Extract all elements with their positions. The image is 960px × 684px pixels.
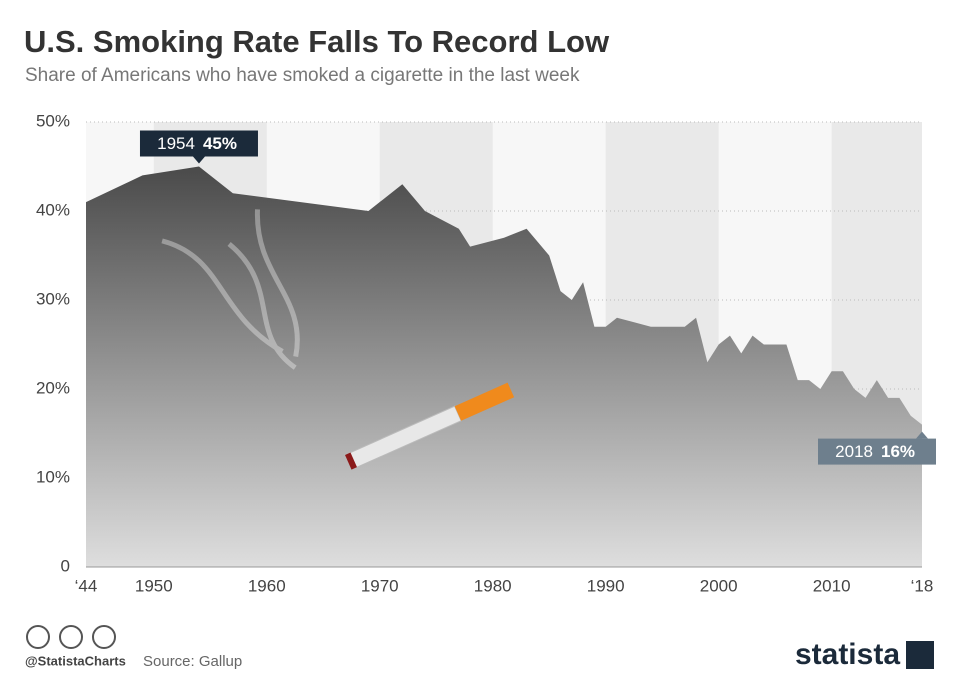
x-tick-label: ‘18 <box>911 576 934 595</box>
credit: @StatistaCharts <box>25 653 126 668</box>
chart-title: U.S. Smoking Rate Falls To Record Low <box>24 24 610 59</box>
x-tick-label: 1980 <box>474 576 512 595</box>
brand-logo <box>906 641 934 669</box>
annotation-label: 1954 <box>157 134 195 153</box>
annotation-box <box>139 130 258 157</box>
x-tick-label: 1970 <box>361 576 399 595</box>
x-tick-label: 1960 <box>248 576 286 595</box>
annotation-pointer <box>916 431 928 439</box>
chart-subtitle: Share of Americans who have smoked a cig… <box>25 65 580 86</box>
y-tick-label: 50% <box>36 111 70 130</box>
y-tick-label: 30% <box>36 289 70 308</box>
y-tick-label: 0 <box>61 556 70 575</box>
cigarette-illustration <box>161 209 515 471</box>
annotation-value: 45% <box>203 134 237 153</box>
x-tick-label: ‘44 <box>75 576 98 595</box>
annotation-box <box>818 438 936 465</box>
annotation-pointer <box>192 156 205 164</box>
cc-icons <box>26 625 116 649</box>
annotation-label: 2018 <box>835 442 873 461</box>
y-tick-label: 40% <box>36 200 70 219</box>
x-tick-label: 1990 <box>587 576 625 595</box>
annotation-value: 16% <box>881 442 915 461</box>
x-tick-label: 2000 <box>700 576 738 595</box>
y-tick-label: 10% <box>36 467 70 486</box>
y-tick-label: 20% <box>36 378 70 397</box>
source: Source: Gallup <box>143 653 242 670</box>
x-tick-label: 1950 <box>135 576 173 595</box>
brand: statista <box>795 638 900 671</box>
x-tick-label: 2010 <box>813 576 851 595</box>
plot-area: 0 10% 20% 30% 40% 50% ‘44 1950 1960 1970 1980 1990 2… <box>36 111 936 595</box>
area <box>86 166 922 567</box>
